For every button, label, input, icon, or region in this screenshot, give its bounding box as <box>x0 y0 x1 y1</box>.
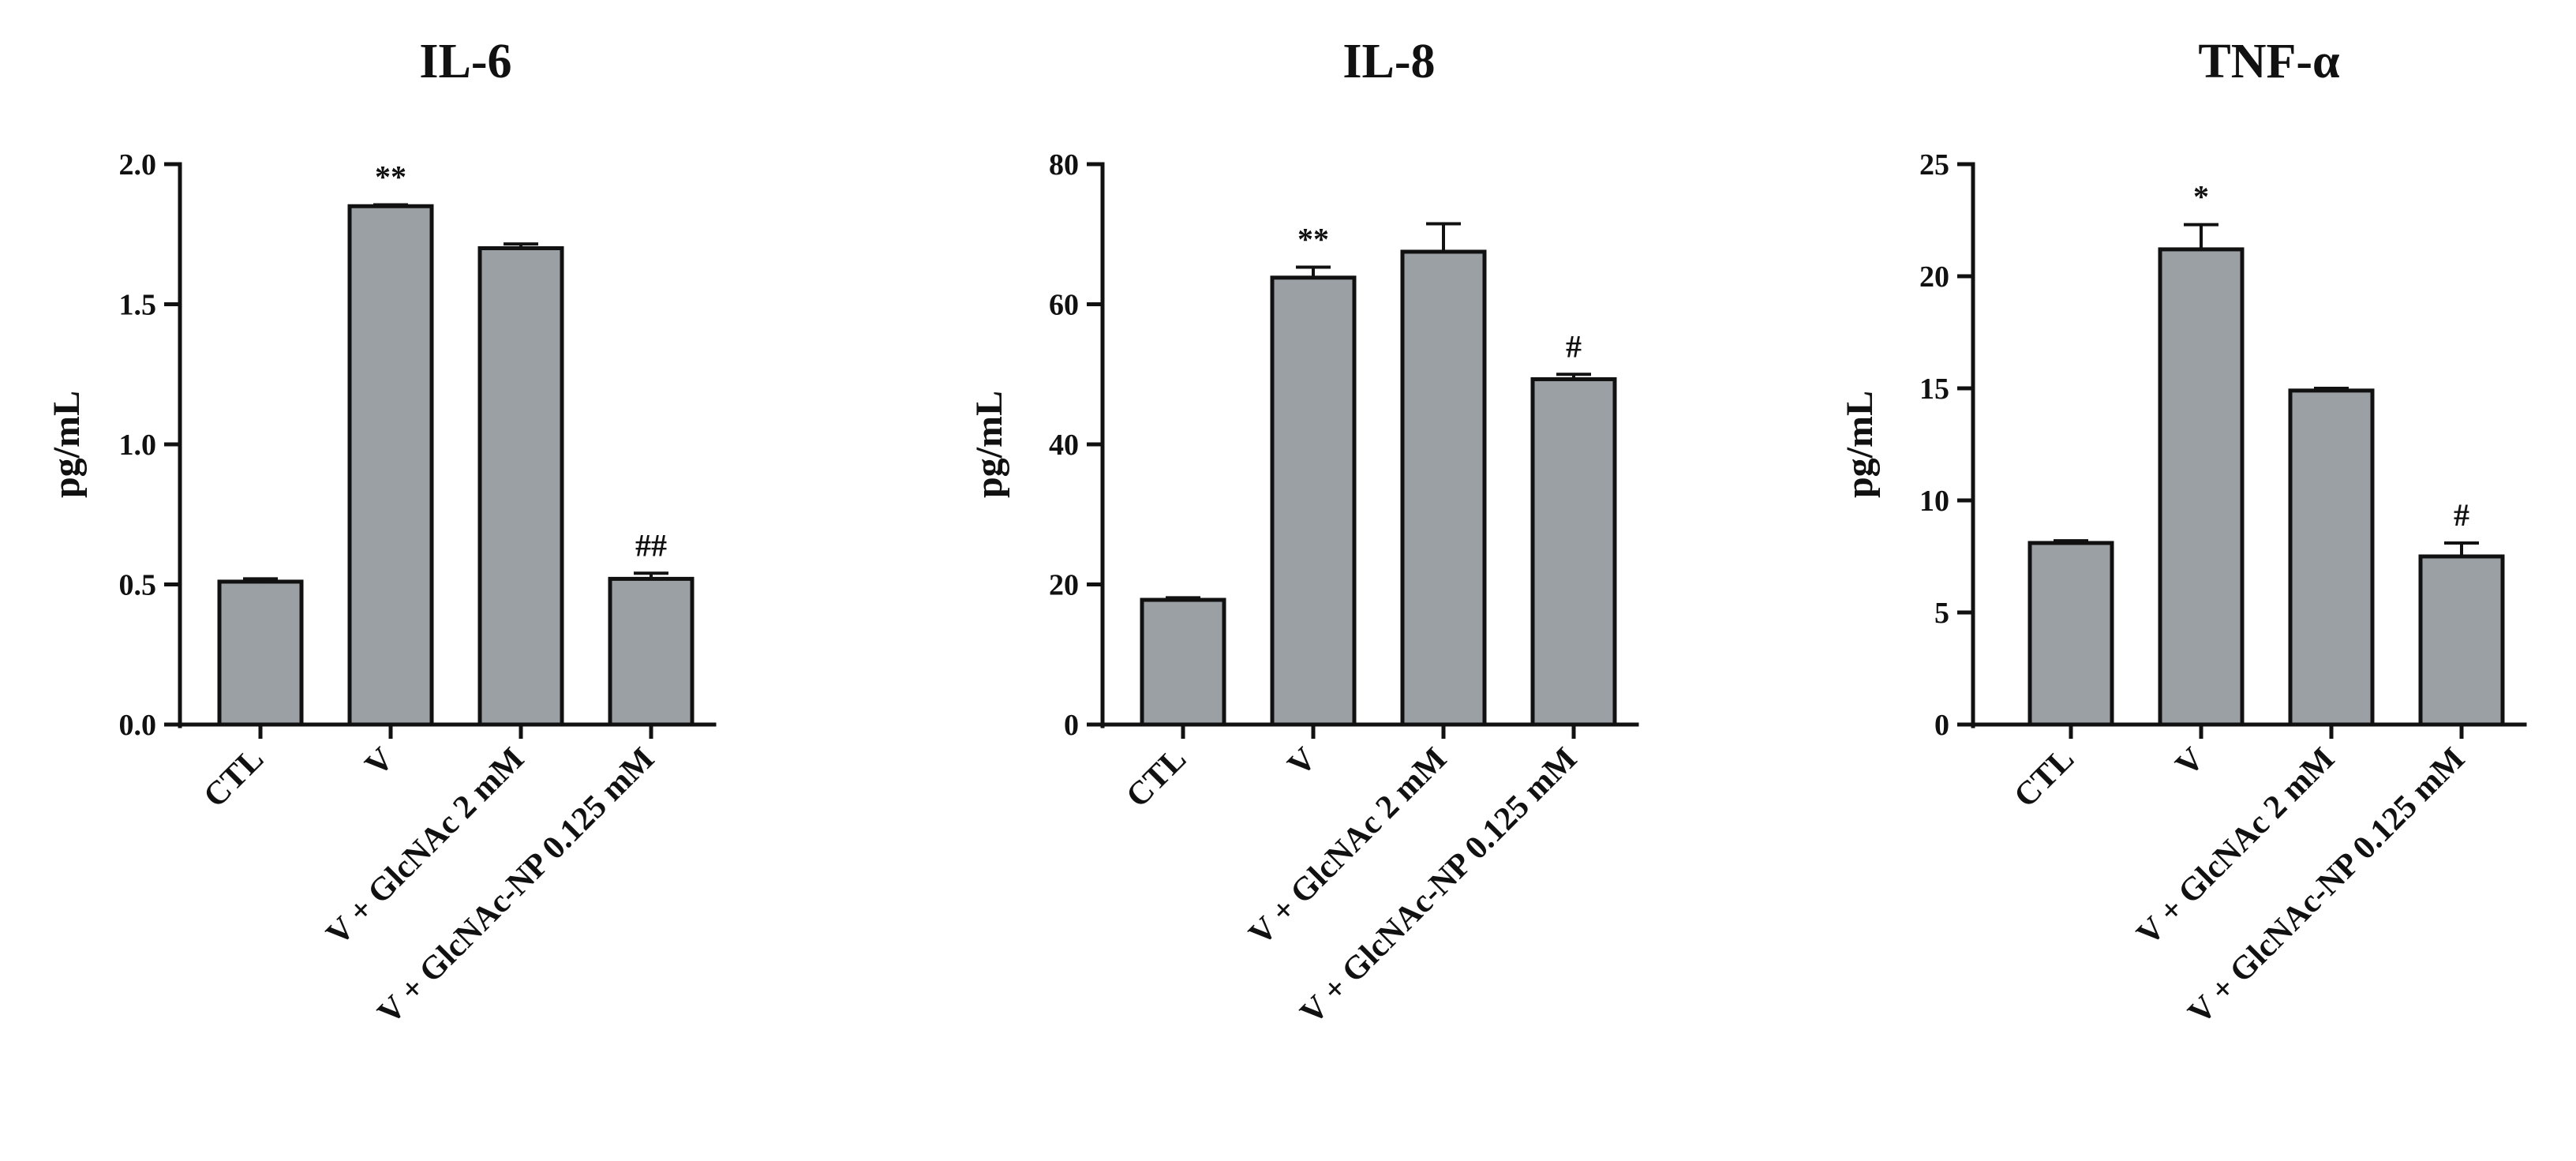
x-category-label: V + GlcNAc-NP 0.125 mM <box>1294 741 1584 1032</box>
bar <box>347 204 434 727</box>
significance-label: * <box>2193 179 2209 215</box>
x-category-label: V <box>358 741 401 784</box>
y-tick-label: 0.0 <box>119 709 157 742</box>
y-tick-label: 60 <box>1049 289 1079 322</box>
y-tick-label: 25 <box>1919 148 1949 182</box>
y-tick-label: 2.0 <box>119 148 157 182</box>
bar <box>1270 275 1357 727</box>
chart-title: IL-6 <box>419 35 511 88</box>
bar <box>2418 554 2505 727</box>
chart-title: TNF-α <box>2198 35 2339 88</box>
y-axis-title: pg/mL <box>968 391 1010 498</box>
x-category-label: CTL <box>2007 741 2081 815</box>
bar <box>2288 388 2375 727</box>
y-tick-label: 0.5 <box>119 569 157 602</box>
x-category-label: V <box>2169 741 2211 784</box>
significance-label: ** <box>1297 221 1329 257</box>
y-axis-title: pg/mL <box>1839 391 1881 498</box>
y-axis-title: pg/mL <box>46 391 88 498</box>
chart-title: IL-8 <box>1342 35 1435 88</box>
y-tick-label: 5 <box>1934 597 1949 630</box>
x-category-label: V <box>1281 741 1324 784</box>
x-category-label: CTL <box>197 741 271 815</box>
y-tick-label: 40 <box>1049 429 1079 462</box>
y-tick-label: 20 <box>1049 569 1079 602</box>
bar <box>1140 597 1226 727</box>
chart-panel-0: IL-6 pg/mL 0.0 0.5 1.0 1.5 2.0 CTL ** VV + GlcNAc… <box>46 35 717 1032</box>
bar <box>1400 249 1487 727</box>
y-tick-label: 10 <box>1919 485 1949 518</box>
significance-label: ** <box>375 159 406 194</box>
y-tick-label: 0 <box>1934 709 1949 742</box>
significance-label: ## <box>635 527 667 563</box>
bar <box>477 246 564 727</box>
y-tick-label: 1.0 <box>119 429 157 462</box>
bar <box>217 579 304 727</box>
x-category-label: V + GlcNAc-NP 0.125 mM <box>2181 741 2472 1032</box>
y-tick-label: 1.5 <box>119 289 157 322</box>
bar <box>2158 247 2245 727</box>
bar <box>2027 541 2114 727</box>
x-category-label: V + GlcNAc-NP 0.125 mM <box>371 741 661 1032</box>
bar <box>608 576 695 727</box>
y-tick-label: 15 <box>1919 373 1949 406</box>
y-tick-label: 80 <box>1049 148 1079 182</box>
y-tick-label: 0 <box>1064 709 1079 742</box>
significance-label: # <box>1566 328 1582 364</box>
bar <box>1530 376 1617 727</box>
x-category-label: CTL <box>1119 741 1193 815</box>
y-tick-label: 20 <box>1919 260 1949 294</box>
significance-label: # <box>2454 497 2469 533</box>
